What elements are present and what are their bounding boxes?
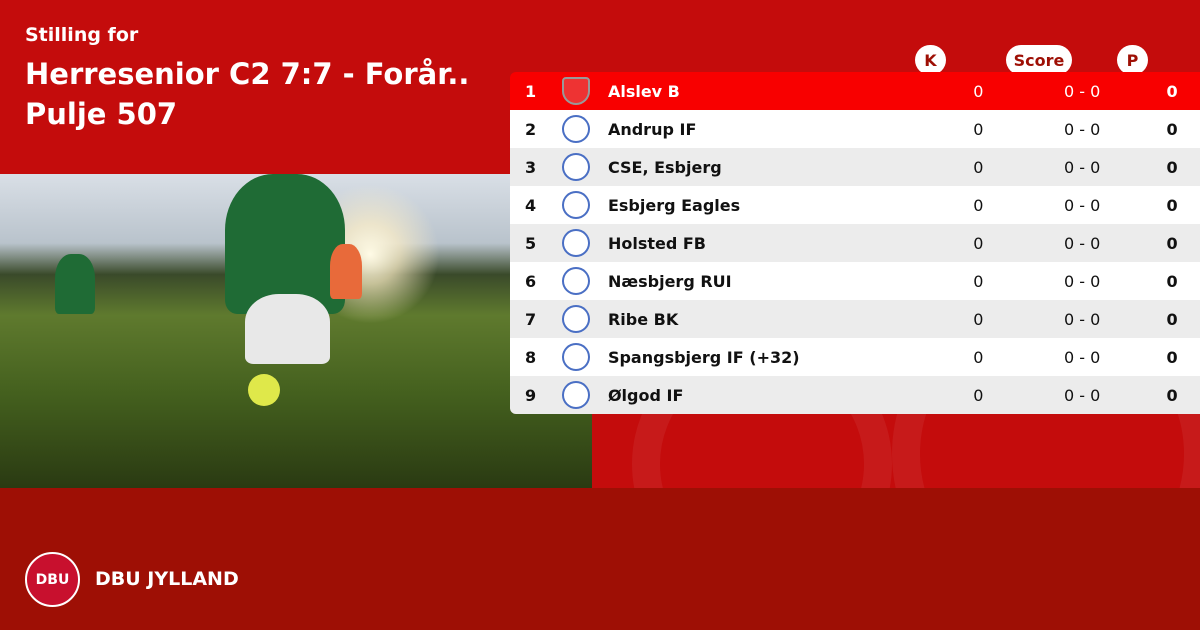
matches-played: 0 <box>973 347 984 367</box>
score: 0 - 0 <box>1064 309 1101 329</box>
team-crest-icon <box>561 267 590 295</box>
position: 8 <box>525 347 537 367</box>
player <box>55 254 95 314</box>
team-name[interactable]: Næsbjerg RUI <box>607 271 732 291</box>
score: 0 - 0 <box>1064 233 1101 253</box>
points: 0 <box>1166 347 1178 367</box>
team-crest-icon <box>561 153 590 181</box>
score: 0 - 0 <box>1064 195 1101 215</box>
matches-played: 0 <box>973 81 984 101</box>
matches-played: 0 <box>973 195 984 215</box>
team-name[interactable]: CSE, Esbjerg <box>607 157 722 177</box>
football-photo <box>0 174 592 488</box>
matches-played: 0 <box>973 385 984 405</box>
title-block: Stilling for Herresenior C2 7:7 - Forår.… <box>25 22 469 134</box>
matches-played: 0 <box>973 271 984 291</box>
team-name[interactable]: Andrup IF <box>607 119 697 139</box>
table-row[interactable]: 7 Ribe BK 0 0 - 0 0 <box>510 300 1200 338</box>
points: 0 <box>1166 271 1178 291</box>
position: 5 <box>525 233 537 253</box>
position: 9 <box>525 385 537 405</box>
column-header-score: Score <box>1006 45 1072 75</box>
team-name[interactable]: Spangsbjerg IF (+32) <box>607 347 800 367</box>
team-crest-icon <box>561 343 590 371</box>
team-name[interactable]: Esbjerg Eagles <box>607 195 741 215</box>
team-crest-icon <box>561 191 590 219</box>
team-name[interactable]: Ribe BK <box>607 309 679 329</box>
team-crest-icon <box>561 115 590 143</box>
score: 0 - 0 <box>1064 271 1101 291</box>
player <box>225 174 345 314</box>
pool-label: Pulje 507 <box>25 97 178 131</box>
table-row[interactable]: 9 Ølgod IF 0 0 - 0 0 <box>510 376 1200 414</box>
team-name[interactable]: Holsted FB <box>607 233 706 253</box>
page-title: Herresenior C2 7:7 - Forår.. <box>25 57 470 91</box>
position: 7 <box>525 309 537 329</box>
team-crest-icon <box>561 305 590 333</box>
position: 1 <box>525 81 537 101</box>
table-row[interactable]: 3 CSE, Esbjerg 0 0 - 0 0 <box>510 148 1200 186</box>
team-crest-icon <box>561 381 590 409</box>
player <box>330 244 362 299</box>
table-row[interactable]: 2 Andrup IF 0 0 - 0 0 <box>510 110 1200 148</box>
brand-name: DBU JYLLAND <box>95 568 239 590</box>
points: 0 <box>1166 385 1178 405</box>
score: 0 - 0 <box>1064 385 1101 405</box>
score: 0 - 0 <box>1064 347 1101 367</box>
table-row[interactable]: 8 Spangsbjerg IF (+32) 0 0 - 0 0 <box>510 338 1200 376</box>
table-row[interactable]: 6 Næsbjerg RUI 0 0 - 0 0 <box>510 262 1200 300</box>
points: 0 <box>1166 81 1178 101</box>
points: 0 <box>1166 309 1178 329</box>
subtitle: Stilling for <box>25 24 139 46</box>
score: 0 - 0 <box>1064 119 1101 139</box>
column-header-p: P <box>1117 45 1148 75</box>
points: 0 <box>1166 119 1178 139</box>
table-row[interactable]: 4 Esbjerg Eagles 0 0 - 0 0 <box>510 186 1200 224</box>
matches-played: 0 <box>973 119 984 139</box>
table-row[interactable]: 1 Alslev B 0 0 - 0 0 <box>510 72 1200 110</box>
team-crest-icon <box>561 77 590 105</box>
position: 6 <box>525 271 537 291</box>
table-row[interactable]: 5 Holsted FB 0 0 - 0 0 <box>510 224 1200 262</box>
team-name[interactable]: Alslev B <box>607 81 680 101</box>
team-crest-icon <box>561 229 590 257</box>
dbu-logo: DBU <box>25 552 80 607</box>
position: 2 <box>525 119 537 139</box>
points: 0 <box>1166 233 1178 253</box>
matches-played: 0 <box>973 157 984 177</box>
points: 0 <box>1166 195 1178 215</box>
position: 3 <box>525 157 537 177</box>
footer <box>0 488 1200 630</box>
player-shorts <box>245 294 330 364</box>
team-name[interactable]: Ølgod IF <box>607 385 684 405</box>
points: 0 <box>1166 157 1178 177</box>
score: 0 - 0 <box>1064 157 1101 177</box>
matches-played: 0 <box>973 233 984 253</box>
score: 0 - 0 <box>1064 81 1101 101</box>
matches-played: 0 <box>973 309 984 329</box>
position: 4 <box>525 195 537 215</box>
column-header-k: K <box>915 45 946 75</box>
ball <box>248 374 280 406</box>
